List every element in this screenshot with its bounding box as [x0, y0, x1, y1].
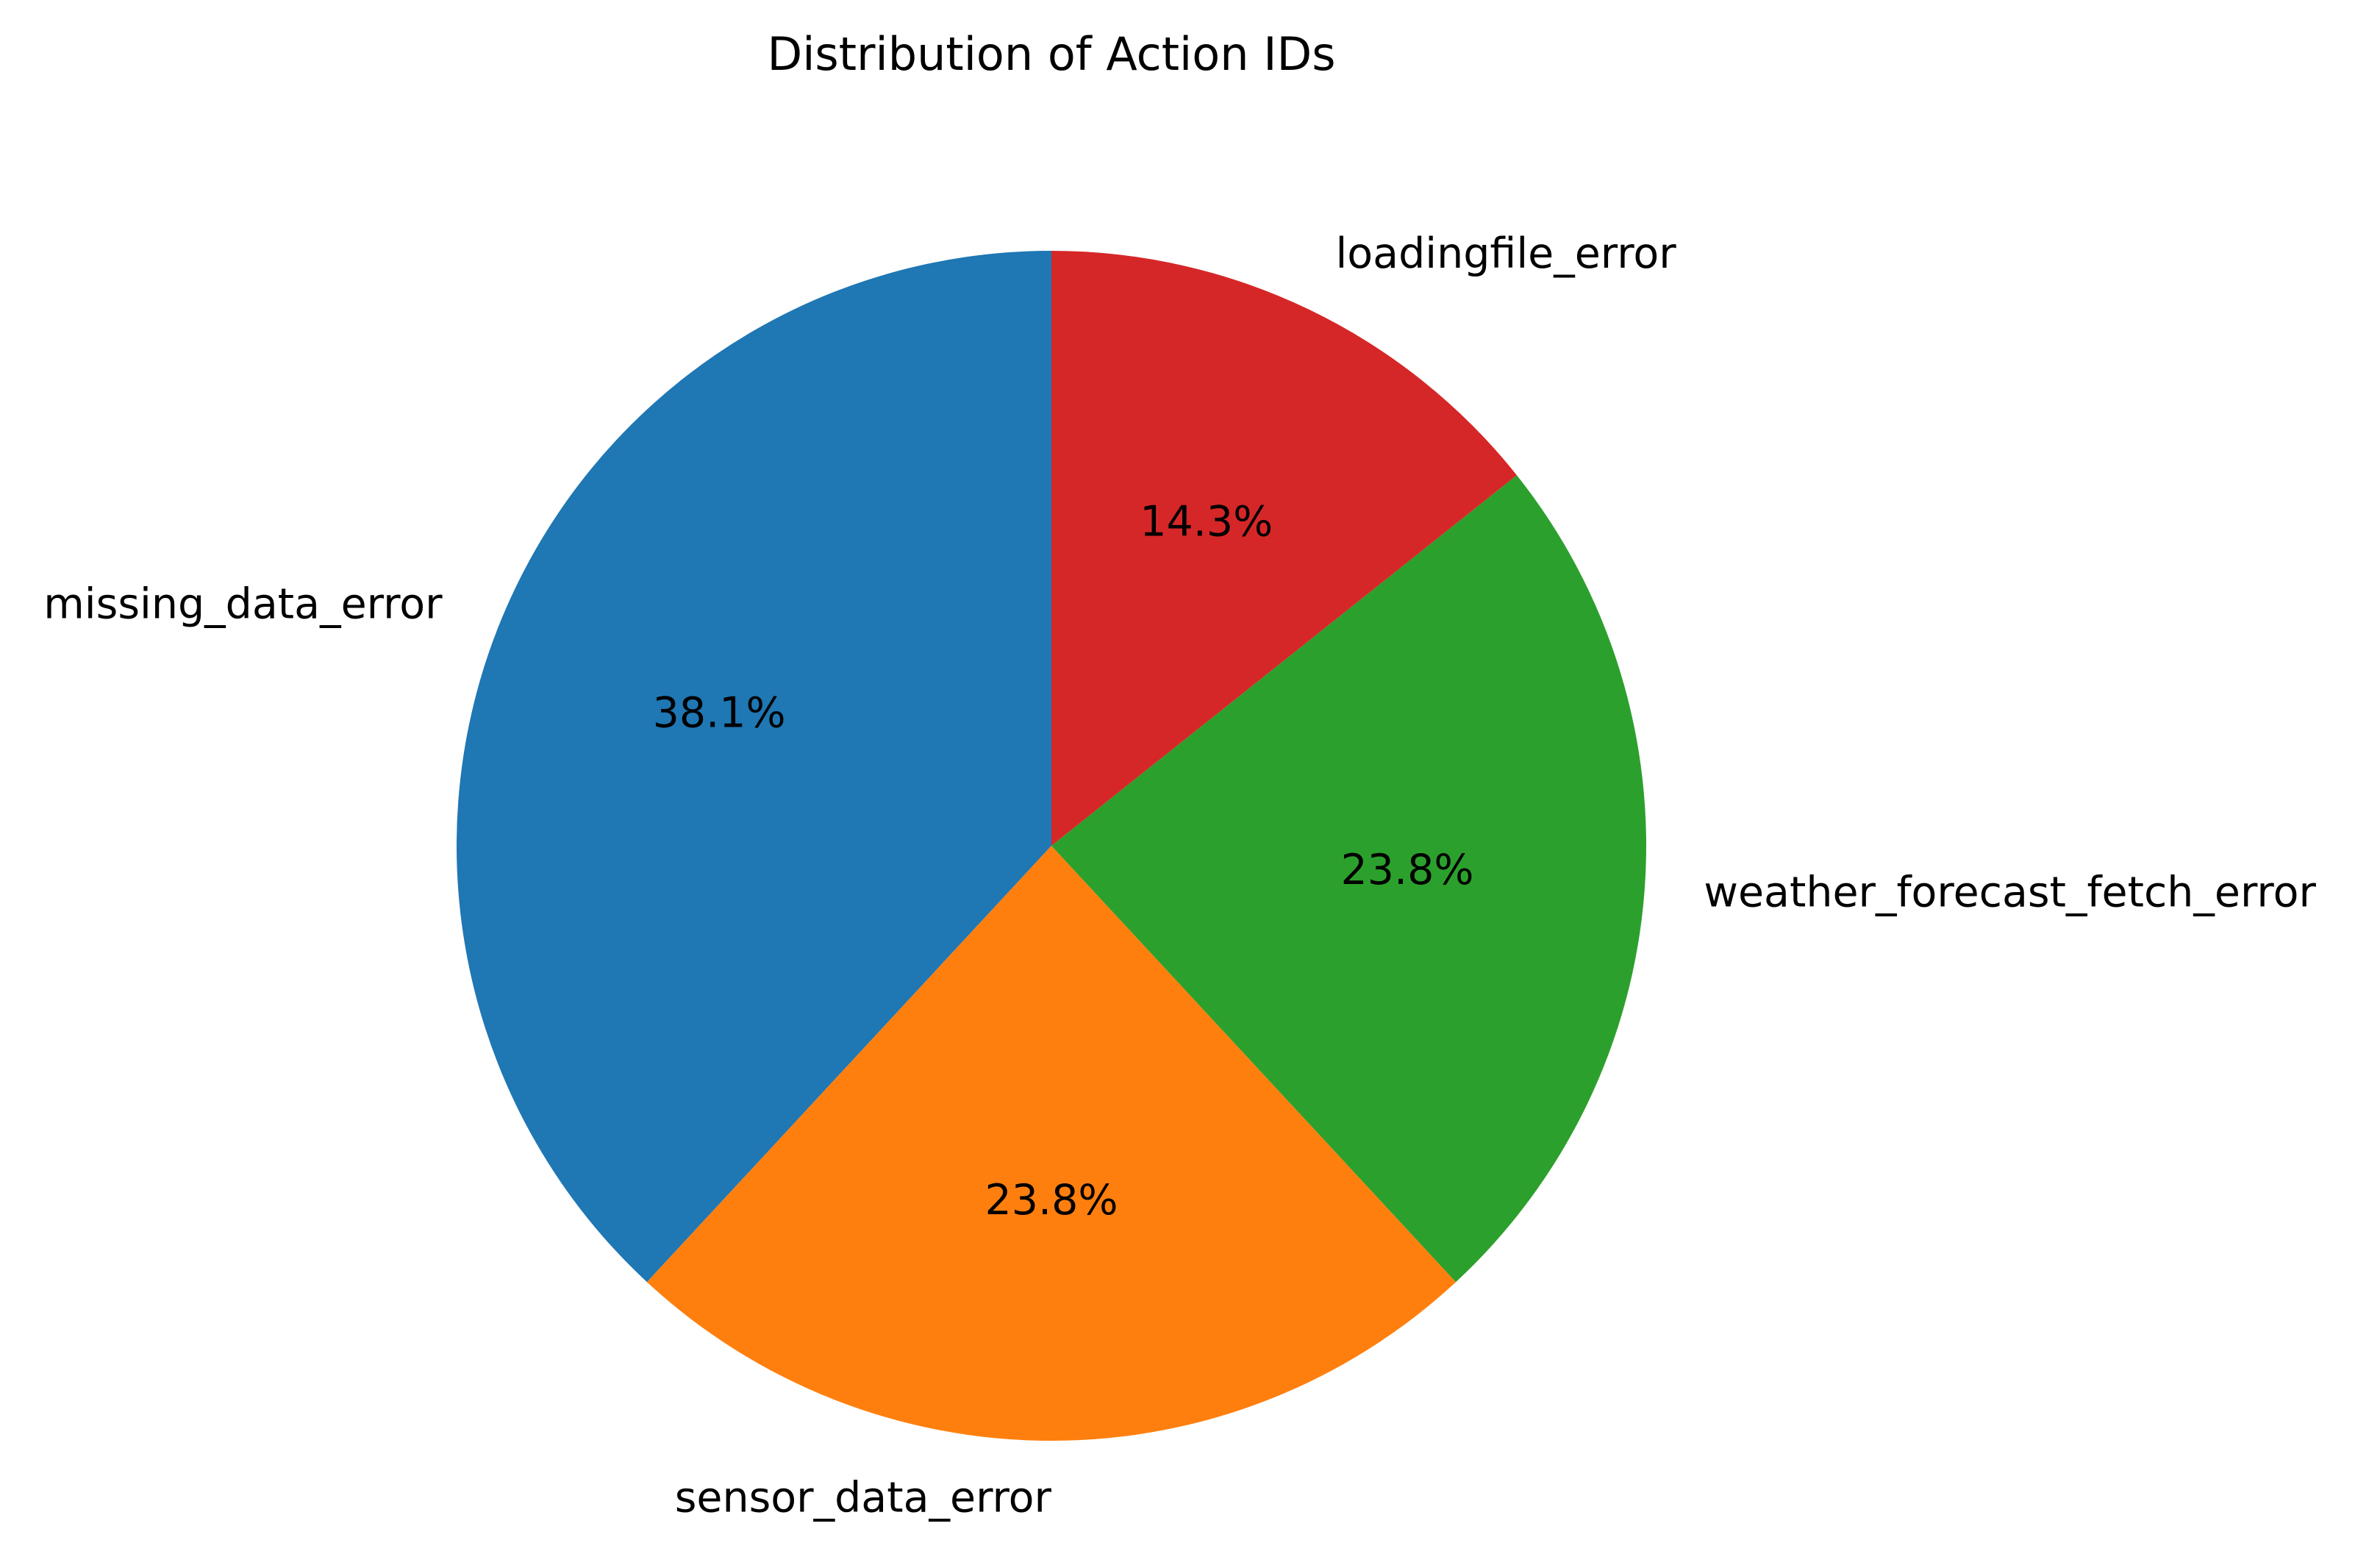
slice-label: weather_forecast_fetch_error: [1704, 869, 2316, 917]
slice-label: loadingfile_error: [1335, 229, 1676, 278]
value-label: 14.3%: [1140, 497, 1273, 546]
pie-slice: [1051, 475, 1647, 1283]
slice-label: missing_data_error: [43, 580, 443, 629]
chart-title: Distribution of Action IDs: [767, 27, 1335, 81]
pie-slice: [1051, 251, 1517, 846]
pie-slice: [646, 846, 1457, 1441]
pie-slice: [456, 251, 1051, 1283]
value-label: 38.1%: [653, 688, 786, 737]
value-label: 23.8%: [1340, 846, 1473, 894]
slice-label: sensor_data_error: [675, 1474, 1052, 1522]
value-label: 23.8%: [984, 1176, 1118, 1225]
